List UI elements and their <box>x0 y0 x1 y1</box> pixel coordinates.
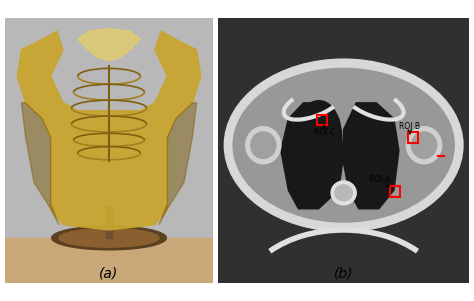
Bar <box>317 115 328 125</box>
Ellipse shape <box>251 132 276 158</box>
Polygon shape <box>78 29 140 61</box>
Polygon shape <box>21 103 59 225</box>
Text: (a): (a) <box>100 266 118 280</box>
Ellipse shape <box>246 127 281 164</box>
Ellipse shape <box>233 68 454 222</box>
Polygon shape <box>17 31 201 230</box>
Text: (b): (b) <box>334 266 354 280</box>
Polygon shape <box>159 103 197 225</box>
Text: ROI C: ROI C <box>313 125 335 137</box>
Ellipse shape <box>335 185 353 201</box>
Ellipse shape <box>59 229 159 247</box>
Ellipse shape <box>331 181 356 205</box>
Ellipse shape <box>224 59 463 231</box>
Bar <box>106 206 112 238</box>
Text: ROI B: ROI B <box>399 122 420 134</box>
Text: ROI A: ROI A <box>369 175 390 187</box>
Ellipse shape <box>406 127 442 164</box>
Ellipse shape <box>411 132 437 158</box>
Ellipse shape <box>285 101 342 200</box>
Polygon shape <box>281 103 344 209</box>
Polygon shape <box>344 103 399 209</box>
Bar <box>408 132 418 143</box>
Ellipse shape <box>52 226 166 250</box>
Polygon shape <box>5 238 213 283</box>
Bar <box>390 186 400 197</box>
